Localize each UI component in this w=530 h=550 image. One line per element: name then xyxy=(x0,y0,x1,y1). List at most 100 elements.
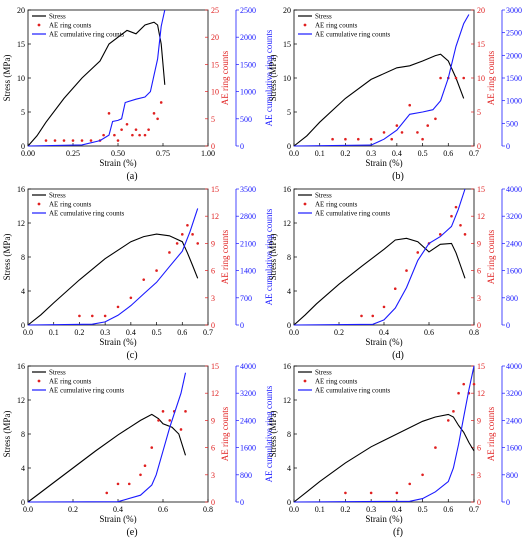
y3-axis-label: AE cumulative ring counts xyxy=(264,385,274,482)
y-tick-label: 0 xyxy=(287,498,291,507)
ae-ring-point xyxy=(159,101,163,104)
y2-axis-label: AE ring counts xyxy=(486,229,496,284)
ae-ring-point xyxy=(116,139,120,142)
y3-tick-label: 4000 xyxy=(240,362,256,371)
y-tick-label: 10 xyxy=(17,74,25,83)
y-axis-label: Stress (MPa) xyxy=(268,55,278,102)
ae-ring-point xyxy=(156,117,159,121)
legend-cumulative-label: AE cumulative ring counts xyxy=(49,387,125,395)
y2-axis-label: AE ring counts xyxy=(220,50,230,105)
y-tick-label: 16 xyxy=(283,185,291,194)
y2-tick-label: 6 xyxy=(211,267,215,276)
x-tick-label: 0.1 xyxy=(315,505,325,514)
y-tick-label: 20 xyxy=(17,6,25,15)
legend-cumulative-label: AE cumulative ring counts xyxy=(315,387,391,395)
y3-tick-label: 2500 xyxy=(240,6,256,15)
x-axis-label: Strain (%) xyxy=(99,158,136,168)
x-tick-label: 0.00 xyxy=(21,149,35,158)
x-tick-label: 0.0 xyxy=(289,505,299,514)
x-tick-label: 0.7 xyxy=(203,328,213,337)
y3-tick-label: 2400 xyxy=(506,416,522,425)
y-tick-label: 5 xyxy=(21,108,25,117)
x-tick-label: 0.7 xyxy=(469,505,479,514)
ae-ring-point xyxy=(382,131,386,134)
x-tick-label: 0.5 xyxy=(152,328,162,337)
ae-ring-point xyxy=(454,205,458,209)
x-axis-label: Strain (%) xyxy=(99,514,136,524)
x-tick-label: 0.4 xyxy=(379,328,389,337)
y-tick-label: 0 xyxy=(21,321,25,330)
panel-label-d: (d) xyxy=(392,350,404,361)
x-tick-label: 0.2 xyxy=(74,328,84,337)
ae-ring-point xyxy=(434,117,437,121)
legend-ring-swatch xyxy=(303,23,307,27)
y3-tick-label: 500 xyxy=(506,119,518,128)
x-tick-label: 0.3 xyxy=(100,328,110,337)
legend-cumulative-label: AE cumulative ring counts xyxy=(315,210,391,218)
y2-tick-label: 10 xyxy=(477,74,485,83)
legend-ring-label: AE ring counts xyxy=(315,201,358,209)
y3-tick-label: 4000 xyxy=(506,362,522,371)
ae-ring-point xyxy=(421,473,424,477)
y-tick-label: 15 xyxy=(283,40,291,49)
panel-label-a: (a) xyxy=(126,171,137,182)
ae-ring-point xyxy=(356,137,360,141)
legend-ring-swatch xyxy=(37,23,41,27)
x-tick-label: 0.1 xyxy=(315,149,325,158)
y-tick-label: 4 xyxy=(21,464,25,473)
panel-label-c: (c) xyxy=(126,350,137,361)
ae-ring-point xyxy=(446,419,450,422)
ae-ring-point xyxy=(143,464,147,468)
y2-tick-label: 3 xyxy=(477,471,481,480)
x-tick-label: 0.5 xyxy=(418,149,428,158)
ae-ring-point xyxy=(452,410,455,413)
y2-axis-label: AE ring counts xyxy=(220,406,230,461)
panel-a: 0.00 0.25 0.50 0.75 1.00 Strain (%) 0 5 10 15 20 St… xyxy=(2,6,274,182)
ae-ring-point xyxy=(155,269,158,272)
y2-tick-label: 12 xyxy=(211,389,219,398)
ae-ring-point xyxy=(103,314,107,318)
y3-tick-label: 0 xyxy=(240,142,244,151)
stress-line xyxy=(27,233,199,326)
ae-ring-point xyxy=(454,76,458,80)
y3-tick-label: 2000 xyxy=(240,33,256,42)
ae-ring-point xyxy=(463,233,467,236)
y3-tick-label: 700 xyxy=(240,294,252,303)
y3-tick-label: 1600 xyxy=(240,444,256,453)
x-axis-label: Strain (%) xyxy=(99,337,136,347)
y3-tick-label: 2000 xyxy=(506,51,522,60)
y-tick-label: 0 xyxy=(21,142,25,151)
y2-tick-label: 3 xyxy=(211,294,215,303)
ae-ring-point xyxy=(395,124,399,127)
y3-tick-label: 3200 xyxy=(240,389,256,398)
x-axis-label: Strain (%) xyxy=(365,158,402,168)
y3-tick-label: 800 xyxy=(240,471,252,480)
ae-ring-point xyxy=(90,314,94,318)
legend-stress-label: Stress xyxy=(49,192,66,200)
ae-ring-point xyxy=(89,139,93,142)
ae-ring-point xyxy=(405,269,408,272)
y3-tick-label: 1000 xyxy=(240,88,256,97)
y3-tick-label: 2500 xyxy=(506,29,522,38)
ae-ring-point xyxy=(408,103,412,107)
y2-tick-label: 6 xyxy=(477,444,481,453)
legend-ring-label: AE ring counts xyxy=(49,201,92,209)
ae-ring-point xyxy=(116,482,120,486)
y3-tick-label: 2400 xyxy=(506,239,522,248)
legend-ring-swatch xyxy=(37,202,41,206)
ae-ring-point xyxy=(457,391,460,395)
x-tick-label: 0.4 xyxy=(113,505,123,514)
legend-stress-label: Stress xyxy=(315,13,332,21)
ae-ring-point xyxy=(421,137,424,141)
y2-tick-label: 6 xyxy=(477,267,481,276)
ae-ring-point xyxy=(147,128,150,131)
ae-ring-point xyxy=(180,233,184,236)
y2-tick-label: 12 xyxy=(477,389,485,398)
ae-ring-point xyxy=(344,137,347,141)
x-tick-label: 0.6 xyxy=(177,328,187,337)
y-tick-label: 8 xyxy=(287,430,291,439)
ae-ring-point xyxy=(139,473,142,477)
y3-tick-label: 3200 xyxy=(506,212,522,221)
panel-label-e: (e) xyxy=(126,527,137,538)
ae-ring-point xyxy=(179,428,183,431)
